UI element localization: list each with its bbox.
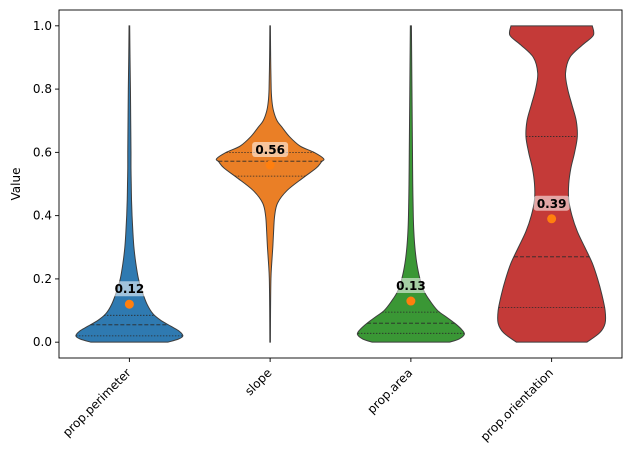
plot-area: 0.12 0.56 0.13 0.39 — [75, 25, 607, 343]
violin-prop-area: 0.13 — [356, 25, 465, 343]
y-axis: 0.0 0.2 0.4 0.6 0.8 1.0 — [33, 19, 59, 349]
violin-body — [75, 25, 184, 343]
violin-prop-perimeter: 0.12 — [75, 25, 184, 343]
y-tick-label: 0.8 — [33, 82, 52, 96]
violin-body — [497, 25, 607, 343]
mean-label: 0.56 — [255, 143, 285, 157]
x-tick-label: prop.perimeter — [60, 366, 134, 440]
mean-marker — [406, 296, 416, 306]
y-tick-label: 0.6 — [33, 145, 52, 159]
y-tick-label: 0.2 — [33, 272, 52, 286]
y-axis-title: Value — [9, 168, 23, 201]
x-axis: prop.perimeter slope prop.area prop.orienta… — [60, 358, 556, 444]
mean-label-box — [533, 195, 570, 211]
mean-marker — [265, 160, 275, 170]
x-tick-label: slope — [242, 366, 274, 398]
mean-marker — [124, 299, 134, 309]
x-tick-label: prop.orientation — [478, 366, 556, 444]
x-tick-label: prop.area — [364, 366, 415, 417]
mean-label: 0.12 — [115, 282, 145, 296]
y-tick-label: 0.0 — [33, 335, 52, 349]
violin-prop-orientation: 0.39 — [497, 25, 607, 343]
mean-label: 0.39 — [537, 197, 567, 211]
violin-body — [215, 25, 325, 343]
mean-label: 0.13 — [396, 279, 426, 293]
mean-label-box — [392, 278, 429, 294]
violin-body — [356, 25, 465, 343]
y-tick-label: 1.0 — [33, 19, 52, 33]
violin-slope: 0.56 — [215, 25, 325, 343]
mean-label-box — [252, 142, 289, 158]
mean-label-box — [111, 281, 148, 297]
y-tick-label: 0.4 — [33, 209, 52, 223]
mean-marker — [547, 214, 557, 224]
plot-frame — [58, 9, 623, 359]
